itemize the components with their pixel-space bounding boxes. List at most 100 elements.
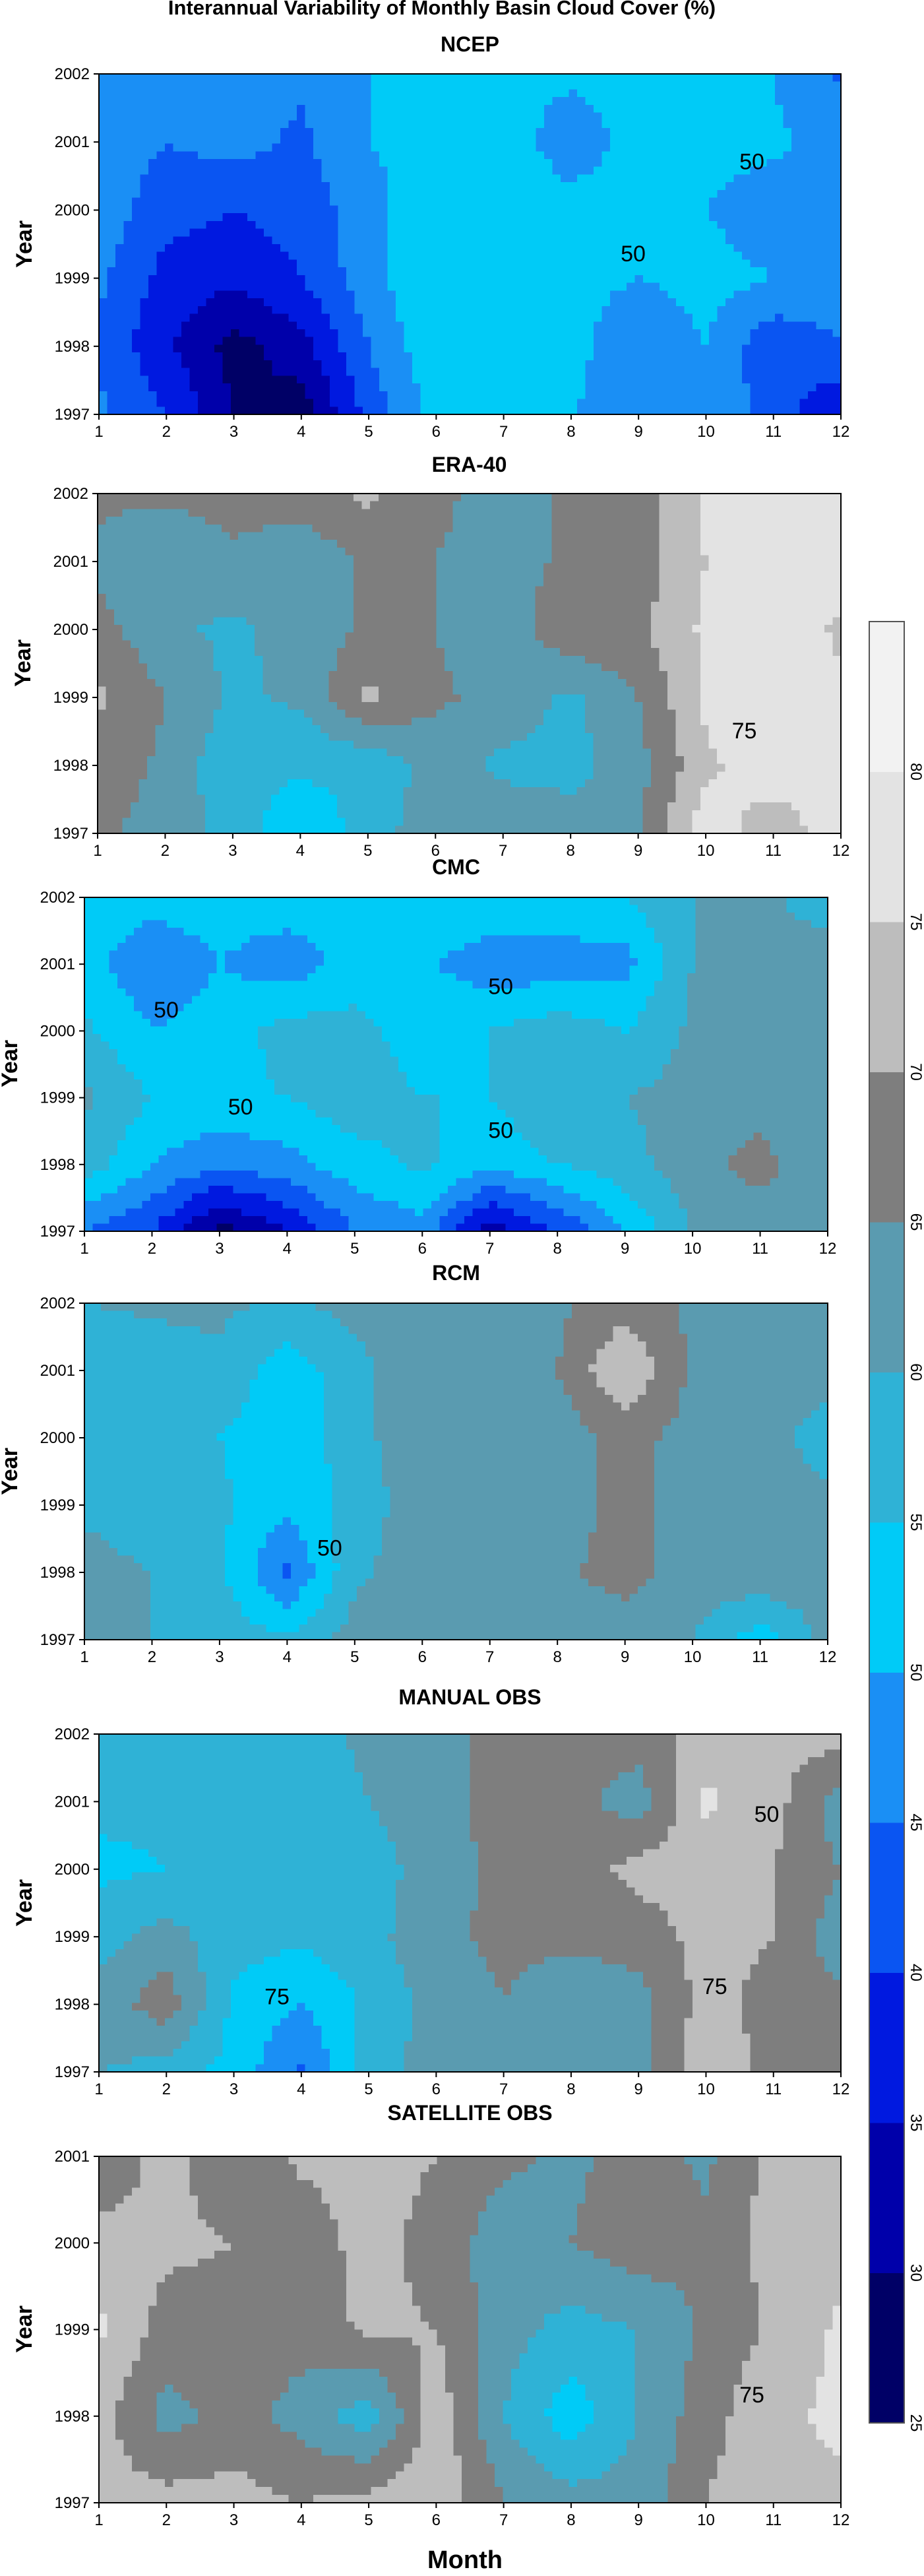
contour-cell [295, 509, 305, 517]
contour-cell [396, 313, 405, 322]
contour-cell [799, 205, 809, 214]
contour-cell [453, 360, 462, 369]
contour-cell [651, 406, 660, 415]
contour-cell [577, 128, 586, 137]
contour-cell [420, 259, 429, 268]
contour-cell [272, 298, 281, 307]
contour-cell [766, 540, 776, 548]
contour-cell [601, 555, 610, 564]
contour-cell [750, 213, 759, 222]
contour-cell [346, 236, 355, 245]
contour-cell [502, 524, 511, 533]
contour-cell [139, 524, 148, 533]
contour-cell [396, 120, 405, 129]
contour-cell [412, 306, 421, 315]
contour-cell [99, 213, 108, 222]
contour-cell [709, 182, 718, 191]
contour-cell [693, 81, 702, 90]
contour-cell [478, 399, 487, 407]
contour-cell [536, 329, 545, 338]
contour-cell [783, 274, 792, 284]
contour-cell [354, 344, 363, 353]
contour-cell [279, 540, 288, 548]
contour-cell [181, 74, 191, 82]
contour-cell [609, 563, 619, 571]
contour-cell [725, 189, 735, 199]
contour-cell [660, 197, 669, 206]
contour-cell [255, 267, 264, 276]
contour-cell [594, 298, 603, 307]
contour-cell [742, 220, 751, 230]
contour-cell [544, 189, 553, 199]
contour-cell [396, 220, 405, 230]
contour-cell [264, 128, 273, 137]
contour-cell [626, 524, 635, 533]
contour-cell [156, 143, 166, 152]
contour-cell [708, 540, 718, 548]
contour-cell [536, 313, 545, 322]
contour-cell [354, 337, 363, 346]
contour-cell [452, 555, 462, 564]
contour-cell [725, 213, 735, 222]
contour-cell [503, 360, 512, 369]
contour-cell [593, 532, 602, 540]
contour-cell [551, 563, 561, 571]
contour-cell [115, 244, 125, 253]
contour-cell [470, 267, 479, 276]
contour-cell [156, 81, 166, 90]
contour-cell [132, 274, 141, 284]
contour-cell [214, 135, 224, 145]
contour-cell [601, 205, 611, 214]
contour-cell [140, 135, 149, 145]
contour-cell [808, 267, 817, 276]
contour-cell [231, 267, 240, 276]
contour-cell [519, 406, 528, 415]
contour-cell [132, 399, 141, 407]
contour-cell [181, 197, 191, 206]
contour-cell [742, 97, 751, 106]
contour-cell [560, 509, 569, 517]
contour-cell [155, 524, 164, 533]
contour-cell [693, 298, 702, 307]
contour-cell [485, 501, 495, 509]
contour-cell [420, 135, 429, 145]
contour-cell [288, 547, 297, 556]
contour-cell [643, 112, 652, 121]
contour-cell [115, 313, 125, 322]
contour-cell [693, 228, 702, 237]
contour-cell [272, 197, 281, 206]
contour-cell [444, 547, 454, 556]
contour-cell [543, 494, 553, 502]
contour-cell [346, 383, 355, 392]
contour-cell [354, 290, 363, 299]
contour-cell [536, 344, 545, 353]
contour-cell [799, 329, 809, 338]
contour-cell [676, 112, 685, 121]
contour-cell [577, 135, 586, 145]
contour-cell [371, 399, 380, 407]
contour-cell [643, 205, 652, 214]
contour-cell [198, 406, 207, 415]
contour-cell [617, 494, 627, 502]
contour-cell [272, 135, 281, 145]
contour-cell [832, 298, 842, 307]
contour-cell [419, 571, 429, 579]
contour-cell [684, 151, 693, 160]
contour-cell [462, 197, 471, 206]
contour-cell [486, 159, 495, 168]
contour-cell [528, 352, 537, 361]
contour-cell [305, 251, 314, 261]
contour-cell [495, 197, 504, 206]
contour-cell [618, 228, 627, 237]
contour-cell [758, 213, 768, 222]
contour-cell [676, 74, 685, 82]
contour-cell [601, 571, 610, 579]
contour-cell [758, 406, 768, 415]
contour-cell [594, 244, 603, 253]
contour-cell [155, 540, 164, 548]
contour-cell [321, 329, 330, 338]
contour-cell [264, 89, 273, 98]
contour-cell [147, 555, 156, 564]
contour-cell [462, 151, 471, 160]
contour-cell [561, 81, 570, 90]
